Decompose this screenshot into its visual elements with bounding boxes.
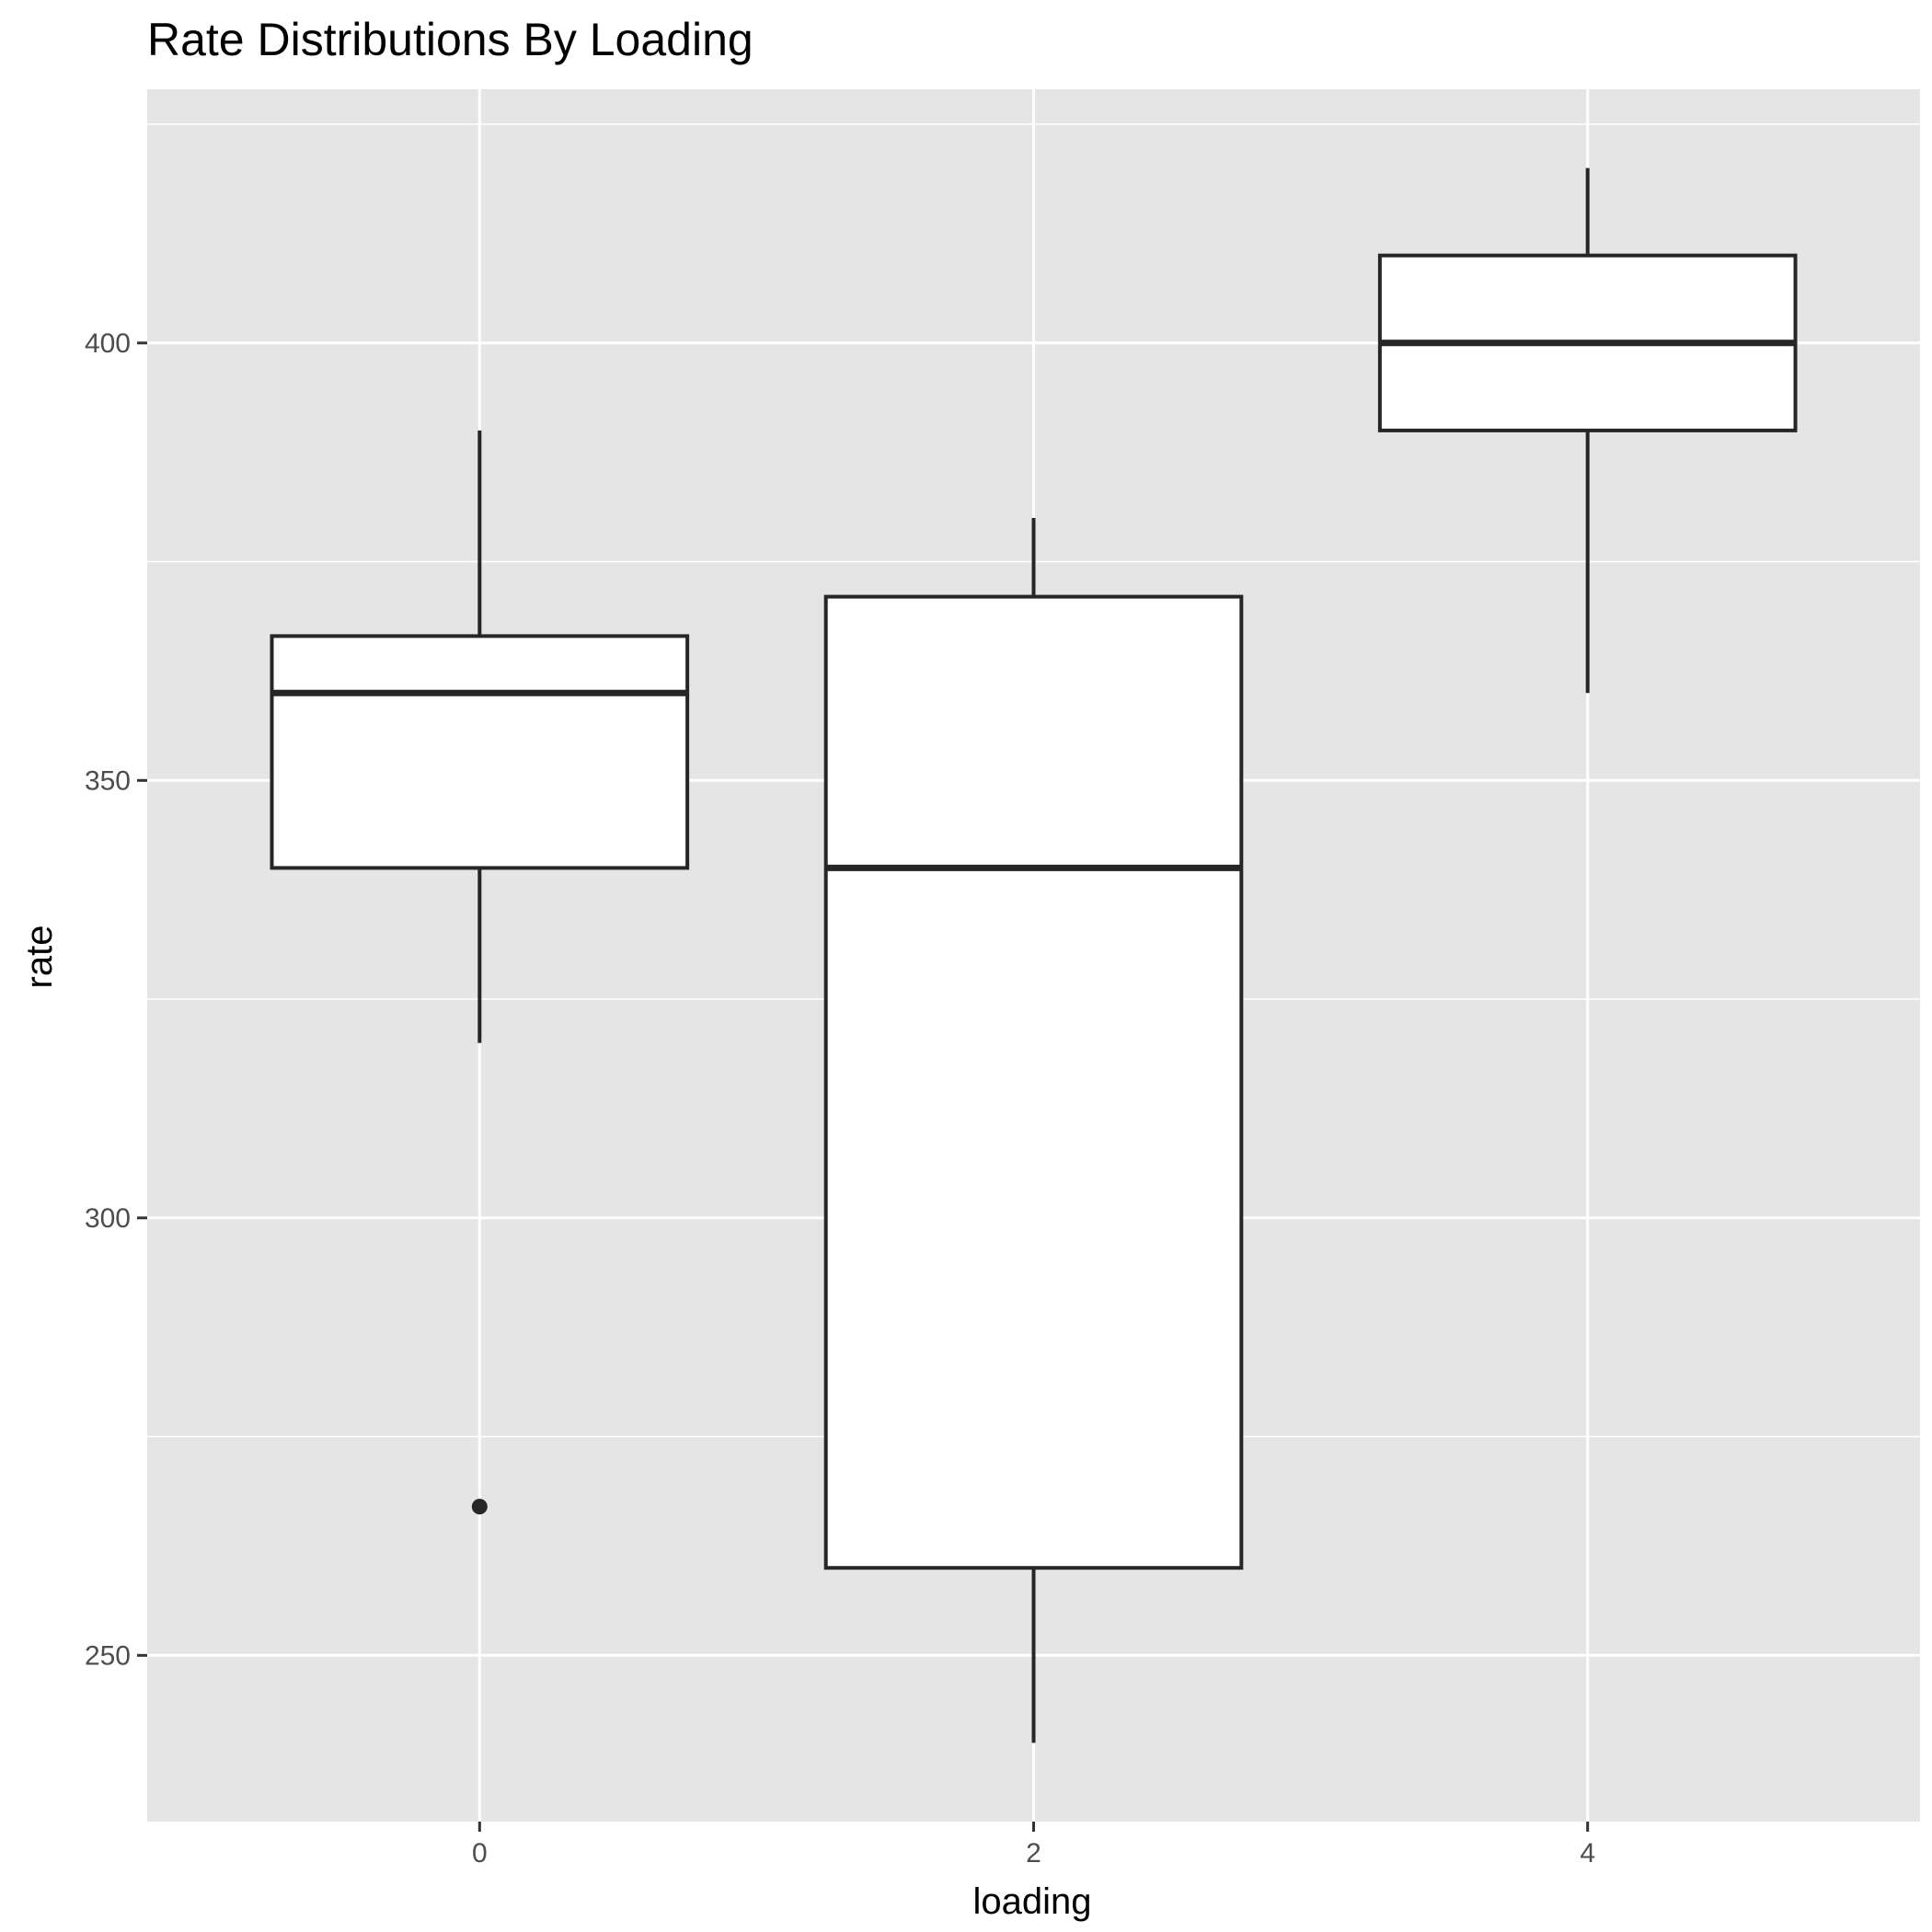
chart-title: Rate Distributions By Loading	[147, 14, 753, 65]
box-series	[270, 167, 1798, 1743]
box-group	[1377, 167, 1798, 694]
x-tick-label: 4	[1580, 1838, 1595, 1869]
y-tick-label: 350	[85, 765, 131, 796]
y-tick-label: 300	[85, 1203, 131, 1234]
y-tick-label: 250	[85, 1640, 131, 1671]
x-tick-label: 2	[1026, 1838, 1041, 1869]
x-tick-label: 0	[472, 1838, 488, 1869]
box-group	[823, 517, 1244, 1743]
y-axis-label: rate	[19, 926, 60, 989]
x-axis-label: loading	[972, 1881, 1091, 1922]
box-iqr	[823, 594, 1244, 1570]
axes: 250 300 350 400 0 2 4	[85, 328, 1595, 1869]
box-group	[270, 430, 690, 1515]
outlier-point	[471, 1499, 488, 1515]
y-tick-label: 400	[85, 328, 131, 359]
box-iqr	[270, 634, 690, 870]
